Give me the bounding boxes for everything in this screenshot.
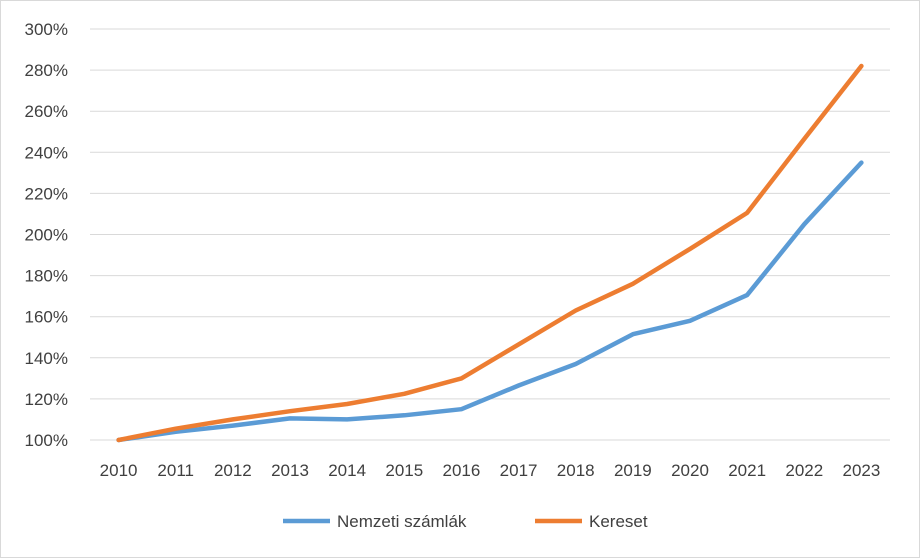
y-tick-label: 160% [25,308,68,327]
x-tick-label: 2013 [271,461,309,480]
series-line-1 [116,63,864,443]
x-tick-label: 2022 [785,461,823,480]
x-tick-label: 2012 [214,461,252,480]
x-tick-label: 2019 [614,461,652,480]
y-tick-label: 300% [25,20,68,39]
gridlines [90,28,890,400]
x-tick-label: 2010 [100,461,138,480]
series-lines [116,63,864,443]
y-tick-label: 200% [25,226,68,245]
x-tick-label: 2023 [843,461,881,480]
y-tick-label: 240% [25,143,68,162]
legend: Nemzeti számlák Kereset [283,512,648,531]
x-tick-label: 2020 [671,461,709,480]
x-tick-label: 2018 [557,461,595,480]
legend-label: Nemzeti számlák [337,512,467,531]
x-tick-label: 2011 [157,461,194,480]
x-tick-label: 2014 [328,461,366,480]
y-tick-label: 120% [25,390,68,409]
y-tick-label: 260% [25,102,68,121]
y-axis-ticks: 100% 120% 140% 160% 180% 200% 220% 240% 260% 280%… [25,20,68,450]
legend-label: Kereset [589,512,648,531]
x-tick-label: 2015 [385,461,423,480]
x-axis-ticks: 2010 2011 2012 2013 2014 2015 2016 2017 2018 2019… [100,461,881,480]
x-tick-label: 2017 [500,461,538,480]
x-tick-label: 2021 [728,461,766,480]
y-tick-label: 280% [25,61,68,80]
y-tick-label: 100% [25,431,68,450]
y-tick-label: 180% [25,267,68,286]
y-tick-label: 220% [25,184,68,203]
x-tick-label: 2016 [443,461,481,480]
series-line-0 [116,160,864,443]
y-tick-label: 140% [25,349,68,368]
